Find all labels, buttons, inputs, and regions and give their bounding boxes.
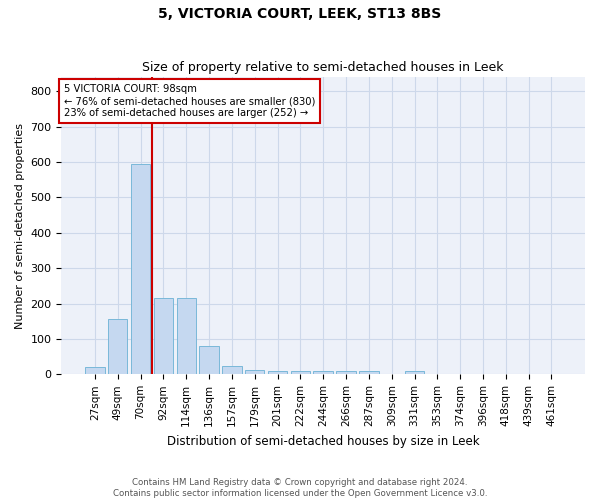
- Text: 5, VICTORIA COURT, LEEK, ST13 8BS: 5, VICTORIA COURT, LEEK, ST13 8BS: [158, 8, 442, 22]
- Bar: [313, 372, 333, 374]
- Bar: [245, 370, 265, 374]
- Bar: [131, 164, 150, 374]
- Bar: [199, 346, 219, 374]
- Bar: [85, 367, 104, 374]
- Bar: [222, 366, 242, 374]
- Bar: [337, 372, 356, 374]
- X-axis label: Distribution of semi-detached houses by size in Leek: Distribution of semi-detached houses by …: [167, 434, 479, 448]
- Bar: [290, 371, 310, 374]
- Bar: [268, 371, 287, 374]
- Bar: [176, 298, 196, 374]
- Text: 5 VICTORIA COURT: 98sqm
← 76% of semi-detached houses are smaller (830)
23% of s: 5 VICTORIA COURT: 98sqm ← 76% of semi-de…: [64, 84, 316, 117]
- Bar: [359, 371, 379, 374]
- Title: Size of property relative to semi-detached houses in Leek: Size of property relative to semi-detach…: [142, 62, 504, 74]
- Bar: [154, 298, 173, 374]
- Bar: [405, 371, 424, 374]
- Bar: [108, 320, 127, 374]
- Text: Contains HM Land Registry data © Crown copyright and database right 2024.
Contai: Contains HM Land Registry data © Crown c…: [113, 478, 487, 498]
- Y-axis label: Number of semi-detached properties: Number of semi-detached properties: [15, 122, 25, 328]
